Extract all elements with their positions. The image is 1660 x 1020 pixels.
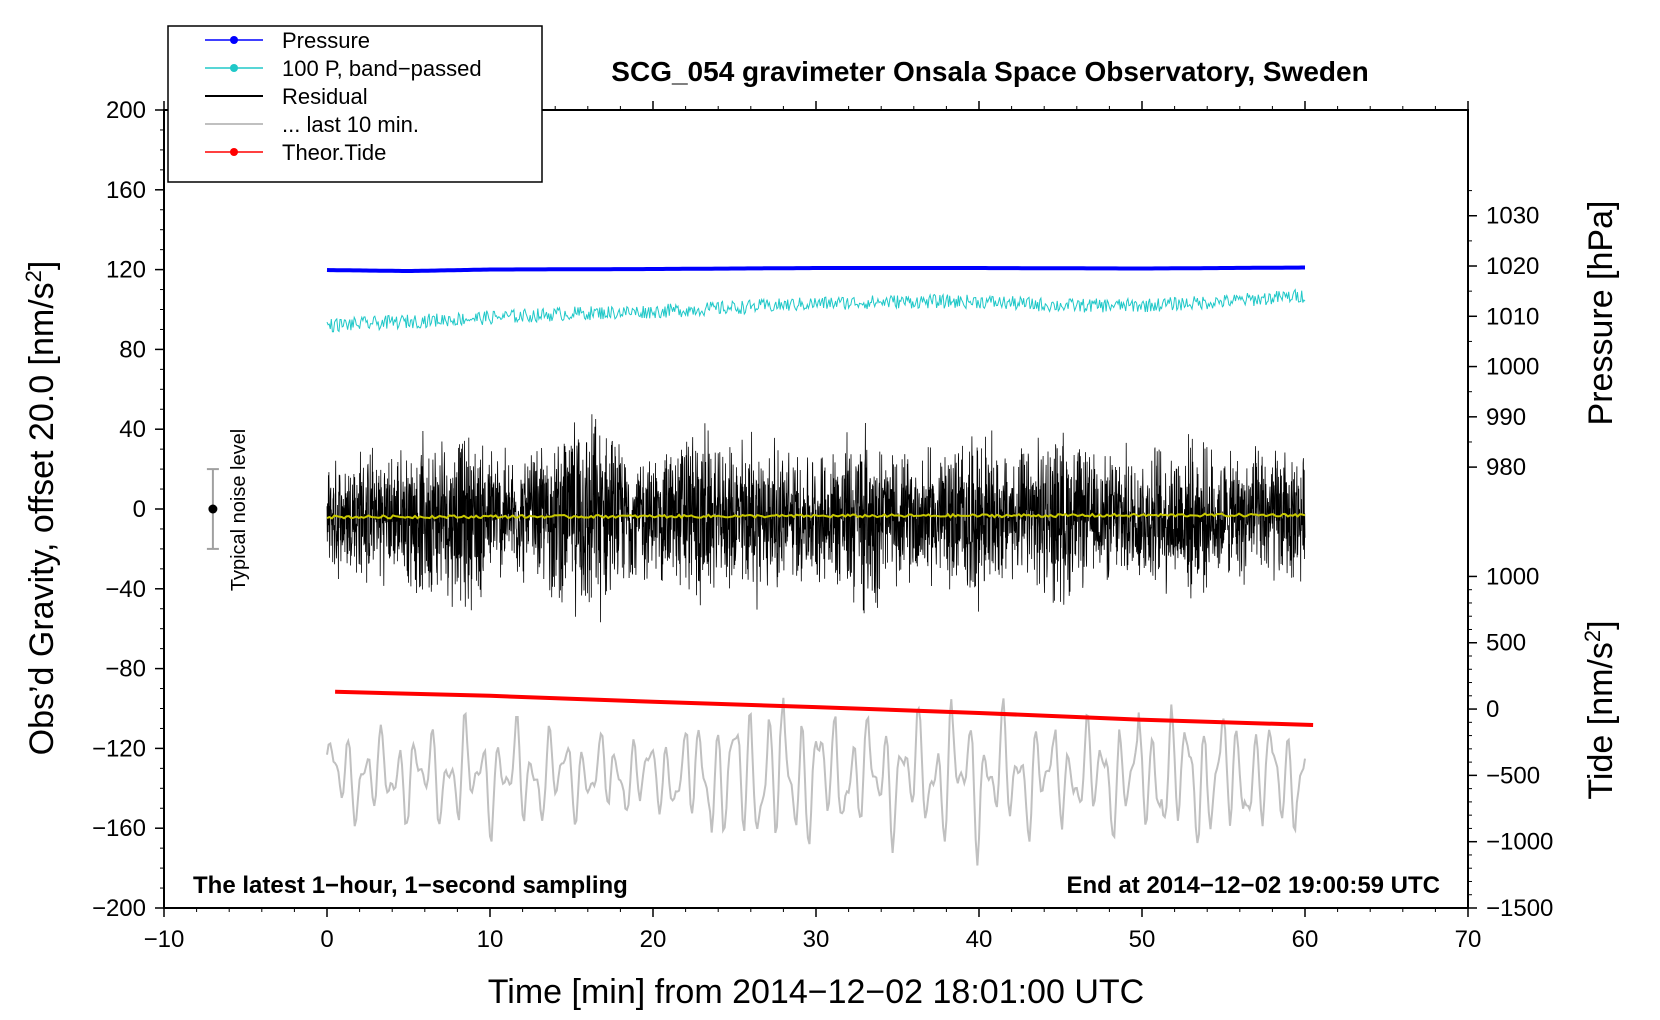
x-tick-label: 70 [1455,926,1482,953]
legend: Pressure 100 P, band−passed Residual ... la… [167,25,543,183]
pressure-tick-label: 1010 [1486,303,1539,330]
legend-marker [230,36,238,44]
x-tick-label: 50 [1129,926,1156,953]
y-tick-label: 200 [106,97,146,124]
tide-tick-label: 500 [1486,630,1526,657]
tide-tick-label: −1000 [1486,829,1553,856]
series-pressure [326,265,1305,273]
legend-label: ... last 10 min. [282,112,419,137]
legend-marker [230,148,238,156]
noise-level-indicator [206,468,219,550]
y-tick-label: 80 [119,336,146,363]
pressure-axis-ticks: 1030 1020 1010 1000 990 980 [1468,190,1539,481]
pressure-tick-label: 1000 [1486,354,1539,381]
series-layer [326,265,1314,866]
tide-tick-label: −1500 [1486,895,1553,922]
legend-box [167,25,543,183]
legend-label: 100 P, band−passed [282,56,482,81]
y-axis-label-pressure: Pressure [hPa] [1582,201,1620,426]
legend-label: Residual [282,84,368,109]
y-tick-label: 40 [119,416,146,443]
y-axis-label-tide: Tide [nm/s2] [1580,620,1620,799]
x-axis-ticks: −10 0 10 20 30 40 50 60 70 [144,101,1482,953]
series-theoretical-tide [335,689,1314,727]
y-axis-ticks: 200 160 120 80 40 0 −40 −80 −120 −160 −200 [92,97,164,922]
pressure-tick-label: 1030 [1486,203,1539,230]
y-tick-label: −120 [92,735,146,762]
x-tick-label: 40 [966,926,993,953]
y-tick-label: −80 [105,656,146,683]
x-tick-label: 30 [803,926,830,953]
y-tick-label: 160 [106,177,146,204]
x-axis-label: Time [min] from 2014−12−02 18:01:00 UTC [488,973,1144,1011]
series-residual [326,414,1306,623]
y-tick-label: −200 [92,895,146,922]
x-tick-label: 0 [320,926,333,953]
x-tick-label: 20 [640,926,667,953]
x-tick-label: −10 [144,926,185,953]
y-tick-label: 0 [133,496,146,523]
pressure-tick-label: 980 [1486,454,1526,481]
x-tick-label: 60 [1292,926,1319,953]
pressure-tick-label: 990 [1486,404,1526,431]
y-axis-label-left: Obs’d Gravity, offset 20.0 [nm/s2] [21,261,61,756]
annotation-right: End at 2014−12−02 19:00:59 UTC [1066,872,1440,899]
noise-center-dot [208,504,218,514]
tide-tick-label: 1000 [1486,563,1539,590]
noise-level-label: Typical noise level [228,429,250,591]
pressure-tick-label: 1020 [1486,253,1539,280]
legend-label: Theor.Tide [282,140,386,165]
series-residual-smoothed [326,512,1306,520]
y-tick-label: −40 [105,576,146,603]
tide-tick-label: 0 [1486,696,1499,723]
legend-marker [230,64,238,72]
x-tick-label: 10 [477,926,504,953]
y-tick-label: −160 [92,815,146,842]
annotation-left: The latest 1−hour, 1−second sampling [193,872,628,899]
chart-title: SCG_054 gravimeter Onsala Space Observat… [611,56,1368,87]
y-tick-label: 120 [106,257,146,284]
tide-tick-label: −500 [1486,762,1540,789]
legend-label: Pressure [282,28,370,53]
tide-axis-ticks: 1000 500 0 −500 −1000 −1500 [1468,563,1553,922]
series-last-10-min [326,697,1306,866]
series-band-passed-pressure [326,288,1306,333]
